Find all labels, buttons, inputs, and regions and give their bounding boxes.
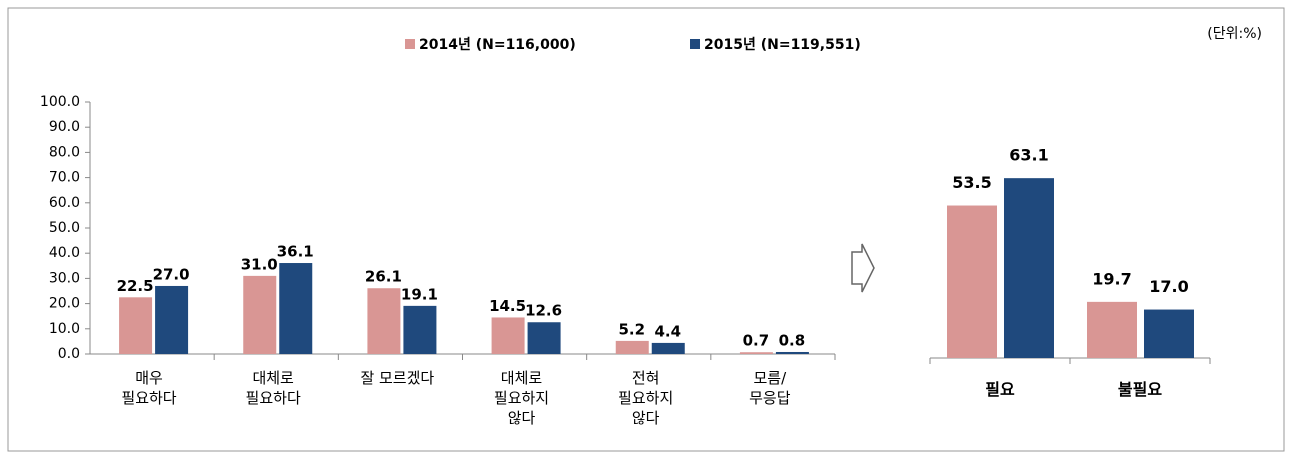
data-label: 4.4: [654, 322, 681, 340]
bar: [155, 285, 189, 354]
bar: [947, 205, 997, 358]
x-tick-label: 대체로 필요하다: [245, 369, 301, 407]
data-label: 0.8: [779, 331, 806, 349]
frame: [7, 7, 1285, 452]
data-label: 63.1: [1009, 146, 1048, 165]
x-tick-label: 대체로 필요하지 않다: [493, 369, 550, 427]
data-label: 17.0: [1149, 277, 1188, 296]
y-tick-label: 10.0: [49, 321, 80, 337]
bar: [491, 317, 525, 354]
legend-swatch: [405, 39, 415, 49]
bar: [651, 342, 685, 354]
y-tick-label: 90.0: [49, 119, 80, 135]
data-label: 31.0: [241, 255, 278, 273]
data-label: 27.0: [153, 265, 190, 283]
x-tick-label: 모름/ 무응답: [749, 369, 791, 407]
data-label: 36.1: [277, 243, 314, 261]
data-label: 22.5: [117, 277, 154, 295]
x-tick-label: 불필요: [1117, 380, 1163, 399]
y-tick-label: 50.0: [49, 220, 80, 236]
bar: [403, 305, 437, 354]
bar: [1004, 178, 1054, 358]
arrow: [851, 243, 875, 293]
bar: [739, 352, 773, 354]
bar: [1087, 301, 1137, 358]
x-tick-label: 필요: [985, 380, 1015, 399]
bar: [243, 275, 277, 354]
data-label: 5.2: [618, 320, 645, 338]
data-label: 19.7: [1092, 269, 1131, 288]
x-tick-label: 매우 필요하다: [121, 369, 177, 407]
data-label: 53.5: [952, 173, 991, 192]
y-tick-label: 0.0: [58, 346, 80, 362]
bar: [279, 263, 313, 354]
data-label: 26.1: [365, 268, 402, 286]
data-label: 12.6: [525, 302, 562, 320]
bar: [615, 340, 649, 354]
bar: [775, 351, 809, 354]
y-tick-label: 70.0: [49, 170, 80, 186]
legend-label: 2015년 (N=119,551): [704, 37, 861, 53]
y-tick-label: 30.0: [49, 270, 80, 286]
bar: [1144, 309, 1194, 358]
unit: (단위:%): [1207, 26, 1262, 42]
bar: [119, 297, 153, 354]
legend-swatch: [690, 39, 700, 49]
y-tick-label: 80.0: [49, 144, 80, 160]
data-label: 19.1: [401, 285, 438, 303]
bar: [527, 322, 561, 354]
legend-label: 2014년 (N=116,000): [419, 37, 576, 53]
bar: [367, 288, 401, 354]
x-tick-label: 전혀 필요하지 않다: [618, 369, 674, 427]
y-tick-label: 20.0: [49, 296, 80, 312]
y-tick-label: 60.0: [49, 195, 80, 211]
y-tick-label: 40.0: [49, 245, 80, 261]
data-label: 14.5: [489, 297, 526, 315]
x-tick-label: 잘 모르겠다: [360, 369, 435, 387]
y-tick-label: 100.0: [40, 94, 80, 110]
data-label: 0.7: [743, 332, 770, 350]
